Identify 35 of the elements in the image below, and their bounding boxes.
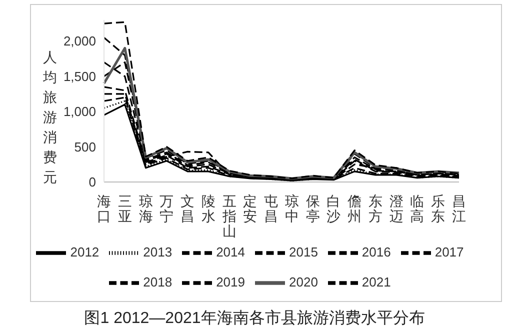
legend-label: 2019 xyxy=(216,274,245,290)
legend-label: 2018 xyxy=(143,274,172,290)
x-tick-label: 屯昌 xyxy=(264,193,278,224)
x-tick-label: 琼海 xyxy=(138,193,153,224)
x-tick-label: 陵水 xyxy=(201,193,216,224)
x-tick-label: 五指山 xyxy=(221,193,236,239)
x-tick-label: 万宁 xyxy=(160,193,174,224)
y-axis-title: 人均旅游消费元 xyxy=(42,49,57,185)
legend-label: 2013 xyxy=(143,244,172,260)
x-tick-label: 白沙 xyxy=(326,193,341,224)
text: 图1 2012—2021年海南各市县旅游消费水平分布 xyxy=(83,308,426,329)
x-tick-label: 定安 xyxy=(243,193,258,224)
y-tick-label: 2,000 xyxy=(63,34,96,49)
x-tick-label: 琼中 xyxy=(284,193,299,224)
legend-label: 2016 xyxy=(362,244,391,260)
legend-label: 2015 xyxy=(289,244,318,260)
legend-label: 2014 xyxy=(216,244,245,260)
legend-label: 2017 xyxy=(434,244,464,260)
x-tick-label: 保亭 xyxy=(306,193,320,224)
x-tick-label: 三亚 xyxy=(118,193,132,224)
y-tick-label: 500 xyxy=(74,139,96,154)
x-tick-label: 乐东 xyxy=(431,193,446,224)
y-tick-label: 1,500 xyxy=(63,68,96,84)
x-tick-label: 临高 xyxy=(410,193,424,224)
x-tick-label: 儋州 xyxy=(348,193,362,224)
legend-label: 2021 xyxy=(362,274,391,290)
x-tick-label: 文昌 xyxy=(180,193,195,224)
legend-label: 2020 xyxy=(289,274,318,290)
x-tick-label: 海口 xyxy=(97,193,111,224)
x-tick-label: 东方 xyxy=(368,193,382,224)
legend-label: 2012 xyxy=(70,244,100,260)
x-tick-label: 澄迈 xyxy=(389,193,404,224)
x-tick-label: 昌江 xyxy=(452,193,466,224)
y-tick-label: 0 xyxy=(88,174,96,190)
y-tick-label: 1,000 xyxy=(63,104,96,120)
